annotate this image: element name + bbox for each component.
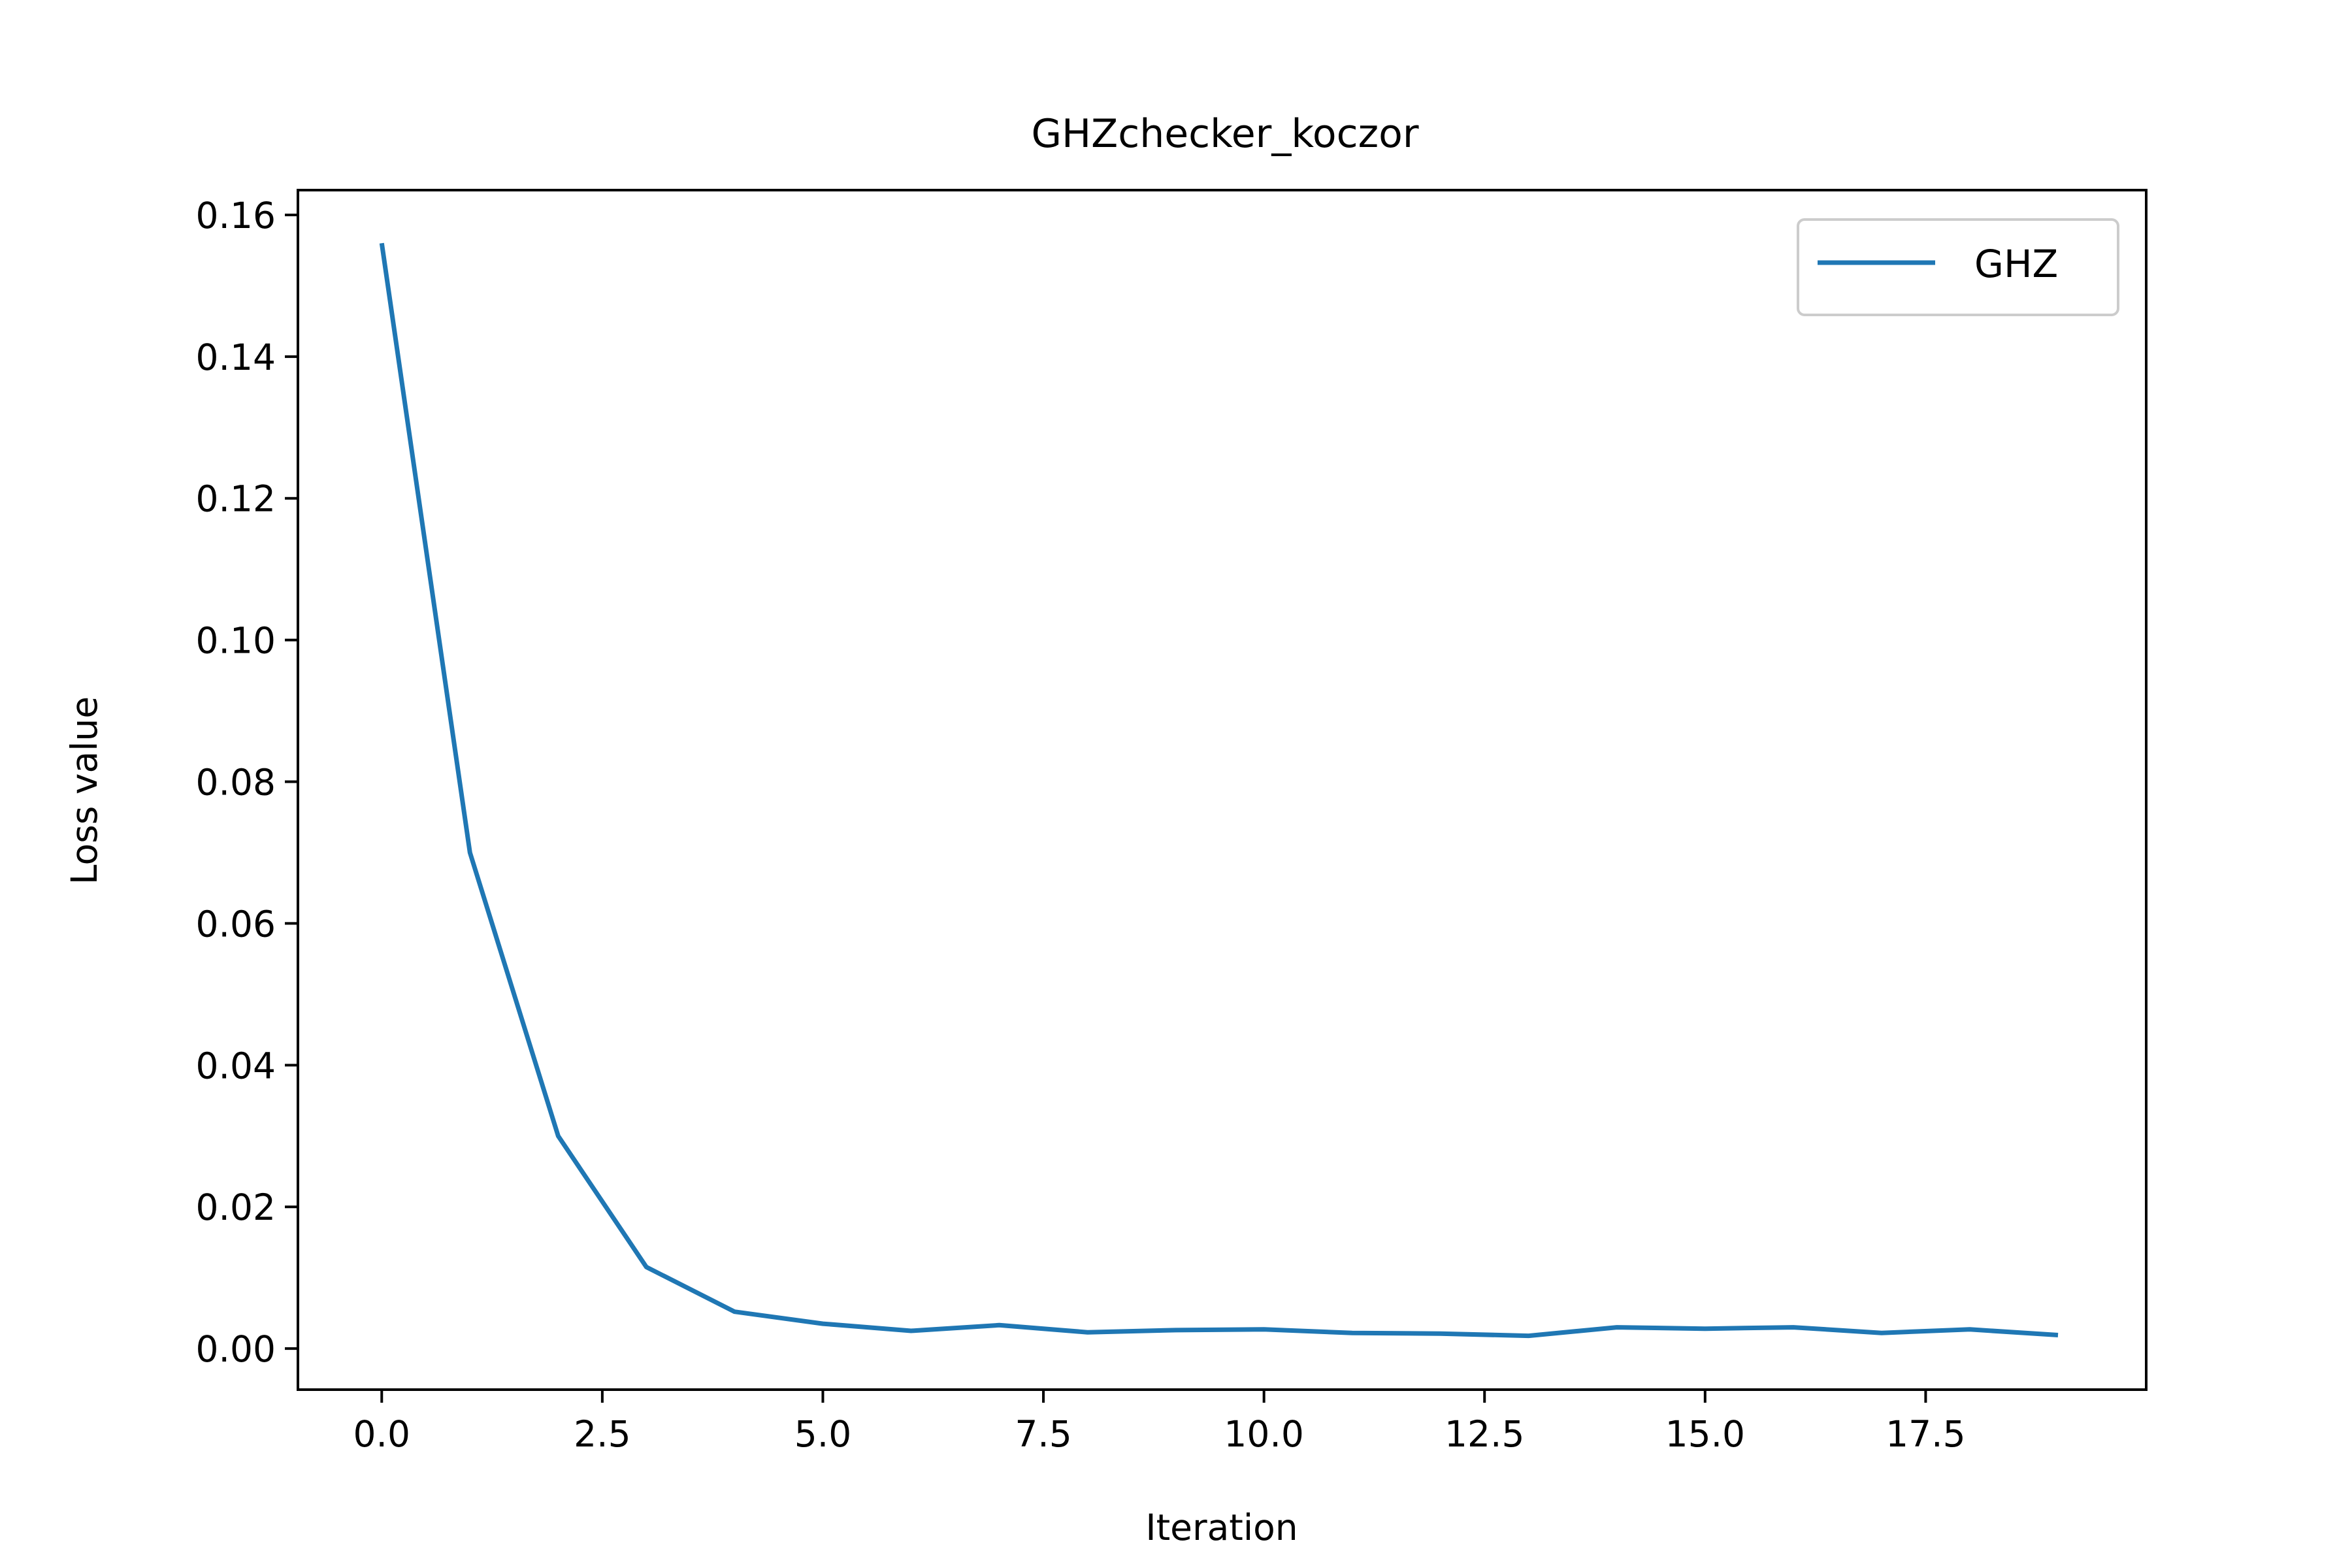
chart-title: GHZchecker_koczor [1032, 111, 1419, 157]
data-point [1440, 1333, 1441, 1334]
y-axis: 0.00 0.02 0.04 0.06 0.08 0.10 0.12 0.14 0.16 [196, 195, 298, 1370]
data-point [734, 1311, 735, 1312]
x-tick-label: 15.0 [1665, 1413, 1745, 1455]
data-point [999, 1325, 1000, 1326]
y-tick-label: 0.10 [196, 620, 276, 662]
data-point [1528, 1335, 1529, 1336]
y-axis-label: Loss value [63, 696, 105, 885]
y-tick-label: 0.06 [196, 903, 276, 945]
plot-frame [297, 189, 2148, 1391]
x-axis: 0.0 2.5 5.0 7.5 10.0 12.5 15.0 17.5 [353, 1390, 1966, 1455]
data-point [1087, 1332, 1088, 1333]
data-point [1969, 1329, 1970, 1330]
series-line-ghz [379, 242, 2059, 1339]
legend: GHZ [1797, 218, 2119, 316]
y-tick-label: 0.14 [196, 336, 276, 378]
y-tick-label: 0.12 [196, 478, 276, 520]
y-tick-label: 0.00 [196, 1328, 276, 1370]
y-tick-label: 0.02 [196, 1186, 276, 1228]
x-tick-label: 2.5 [574, 1413, 630, 1455]
legend-frame [1797, 218, 2119, 316]
x-tick-label: 12.5 [1445, 1413, 1524, 1455]
y-tick-label: 0.16 [196, 195, 276, 237]
x-axis-label: Iteration [1145, 1507, 1298, 1548]
data-point [558, 1135, 559, 1136]
x-tick-label: 5.0 [794, 1413, 851, 1455]
x-tick-label: 10.0 [1224, 1413, 1303, 1455]
legend-label-ghz: GHZ [1974, 242, 2058, 286]
plot-area [297, 189, 2148, 1391]
data-point [1616, 1327, 1617, 1328]
y-tick-label: 0.04 [196, 1045, 276, 1086]
x-tick-label: 7.5 [1015, 1413, 1071, 1455]
series-layer [379, 242, 2059, 1339]
y-tick-label: 0.08 [196, 762, 276, 804]
x-tick-label: 0.0 [353, 1413, 410, 1455]
x-tick-label: 17.5 [1886, 1413, 1965, 1455]
